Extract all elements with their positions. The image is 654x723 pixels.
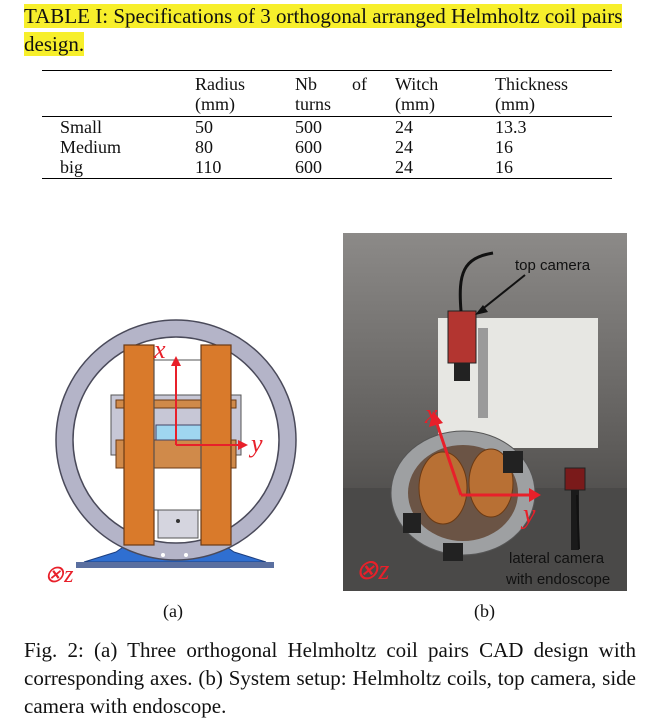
- cell-thickness: 16: [495, 137, 513, 157]
- cad-screw: [176, 519, 180, 523]
- cell-witch: 24: [395, 137, 413, 157]
- setup-photo: top camera lateral camera with endoscope…: [343, 233, 627, 591]
- photo-y-label: y: [520, 499, 536, 530]
- photo-top-camera-lens: [454, 363, 470, 381]
- header-radius: Radius (mm): [195, 70, 295, 117]
- cell-witch: 24: [395, 117, 413, 137]
- photo-connector: [403, 513, 421, 533]
- cell-radius: 50: [195, 117, 213, 137]
- photo-x-label: x: [424, 399, 438, 430]
- cad-lower-block: [157, 509, 199, 539]
- header-witch: Witch (mm): [395, 70, 495, 117]
- photo-x-axis: [434, 420, 463, 496]
- cad-x-label: x: [153, 335, 166, 364]
- cad-x-axis-arrow: [171, 356, 181, 366]
- table-caption: TABLE I: Specifications of 3 orthogonal …: [24, 2, 644, 58]
- photo-lateral-camera: [564, 467, 586, 491]
- top-camera-arrowhead: [475, 305, 488, 315]
- table-row: Medium 80 600 24 16: [42, 137, 612, 157]
- top-camera-label: top camera: [515, 257, 591, 274]
- cell-radius: 110: [195, 157, 295, 179]
- photo-connector: [443, 543, 463, 561]
- cell-thickness: 16: [495, 157, 612, 179]
- cad-vertical-coil-left: [123, 344, 155, 546]
- cad-base-hole: [161, 553, 165, 557]
- cad-base-hole: [184, 553, 188, 557]
- cad-y-label: y: [248, 429, 263, 458]
- cell-turns: 600: [295, 137, 322, 157]
- photo-endoscope: [571, 490, 579, 550]
- row-name: Small: [60, 117, 103, 137]
- photo-camera-post: [478, 328, 488, 418]
- photo-camera-cable: [458, 251, 494, 312]
- spec-table: Radius (mm) Nb of turns Witch (mm) Thickn…: [42, 70, 612, 179]
- photo-x-axis-arrow: [429, 411, 443, 427]
- header-thickness: Thickness (mm): [495, 70, 612, 117]
- subfigure-b-label: (b): [474, 601, 495, 621]
- top-camera-arrow: [479, 274, 526, 312]
- figure-caption: Fig. 2: (a) Three orthogonal Helmholtz c…: [24, 638, 636, 718]
- cad-figure: x y ⊗z: [44, 319, 297, 588]
- table-row: Small 50 500 24 13.3: [42, 117, 612, 138]
- cad-base-plate: [76, 562, 274, 568]
- cell-turns: 500: [295, 117, 322, 137]
- photo-top-camera: [447, 310, 477, 364]
- subfigure-a-label: (a): [163, 601, 183, 621]
- photo-z-label: ⊗z: [355, 555, 389, 586]
- table-row: big 110 600 24 16: [42, 157, 612, 179]
- cell-turns: 600: [295, 157, 395, 179]
- cell-thickness: 13.3: [495, 117, 527, 137]
- cell-radius: 80: [195, 137, 213, 157]
- cell-witch: 24: [395, 157, 495, 179]
- lateral-camera-arrow: [576, 494, 580, 550]
- header-empty: [42, 70, 195, 117]
- photo-y-axis-arrow: [529, 488, 541, 502]
- row-name: big: [42, 157, 195, 179]
- photo-connector: [503, 451, 523, 473]
- row-name: Medium: [60, 137, 121, 157]
- photo-copper-coil: [468, 448, 514, 518]
- photo-copper-coil: [418, 451, 468, 525]
- lateral-camera-label: lateral camera: [509, 550, 605, 567]
- cad-center-window: [155, 424, 202, 441]
- cad-y-axis-arrow: [238, 440, 248, 450]
- table-caption-highlight: TABLE I: Specifications of 3 orthogonal …: [24, 4, 623, 56]
- cad-z-label: ⊗z: [44, 562, 74, 588]
- header-nb-turns: Nb of turns: [295, 70, 395, 117]
- lateral-camera-label-2: with endoscope: [505, 571, 610, 588]
- table-header-row: Radius (mm) Nb of turns Witch (mm) Thickn…: [42, 70, 612, 117]
